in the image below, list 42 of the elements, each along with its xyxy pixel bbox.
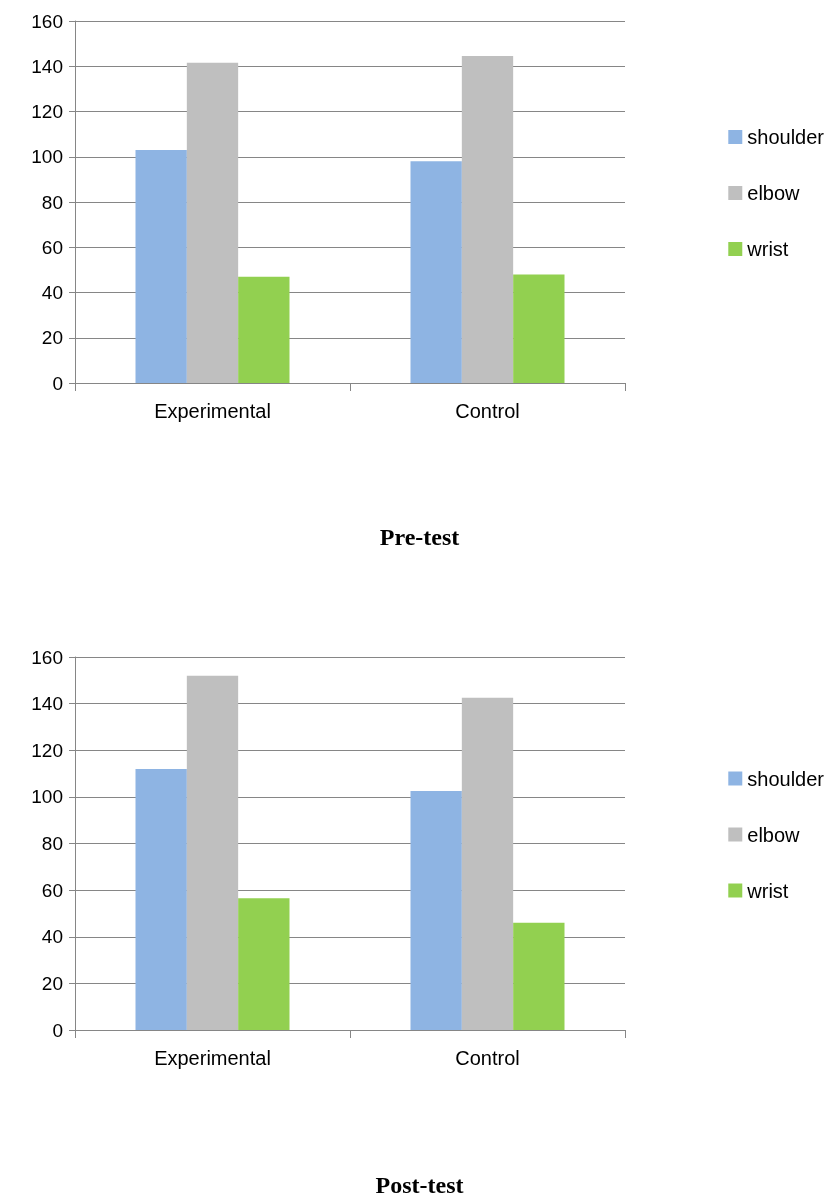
- text: Pre-test: [379, 524, 460, 550]
- y-tick-label: 0: [52, 1019, 63, 1041]
- y-tick-label: 40: [41, 282, 63, 303]
- y-tick-label: 160: [31, 10, 63, 32]
- y-tick-label: 100: [31, 786, 63, 808]
- bar: [238, 898, 290, 1030]
- x-tick-label: Control: [455, 1047, 520, 1069]
- x-tick-label: Control: [455, 400, 520, 422]
- text: Post-test: [375, 1172, 464, 1198]
- y-tick-label: 40: [41, 926, 63, 948]
- y-tick-label: 0: [52, 372, 63, 394]
- y-tick-label: 120: [31, 101, 63, 122]
- bar: [461, 697, 514, 1030]
- bar: [513, 922, 565, 1030]
- y-tick-label: 100: [31, 146, 63, 168]
- bar: [410, 161, 462, 383]
- bar: [135, 149, 187, 383]
- legend-label: elbow: [747, 823, 801, 846]
- y-tick-label: 140: [31, 55, 63, 77]
- legend-label: elbow: [747, 182, 801, 204]
- y-tick-label: 120: [31, 739, 63, 761]
- bar: [410, 791, 462, 1030]
- legend-label: wrist: [746, 238, 789, 260]
- y-tick-label: 60: [41, 236, 63, 258]
- bar: [135, 768, 187, 1030]
- y-tick-label: 20: [41, 972, 63, 994]
- x-tick-label: Experimental: [154, 1047, 271, 1069]
- bar: [186, 675, 239, 1030]
- legend-label: shoulder: [747, 126, 825, 148]
- bar: [461, 56, 514, 383]
- y-tick-label: 60: [41, 879, 63, 901]
- legend-label: wrist: [746, 879, 789, 902]
- bar: [186, 62, 239, 383]
- bar: [238, 276, 290, 383]
- bar: [513, 274, 565, 383]
- x-tick-label: Experimental: [154, 400, 271, 422]
- legend-label: shoulder: [747, 767, 825, 790]
- y-tick-label: 80: [41, 833, 63, 854]
- y-tick-label: 20: [41, 327, 63, 349]
- y-tick-label: 160: [31, 646, 63, 668]
- y-tick-label: 140: [31, 693, 63, 715]
- y-tick-label: 80: [41, 191, 63, 213]
